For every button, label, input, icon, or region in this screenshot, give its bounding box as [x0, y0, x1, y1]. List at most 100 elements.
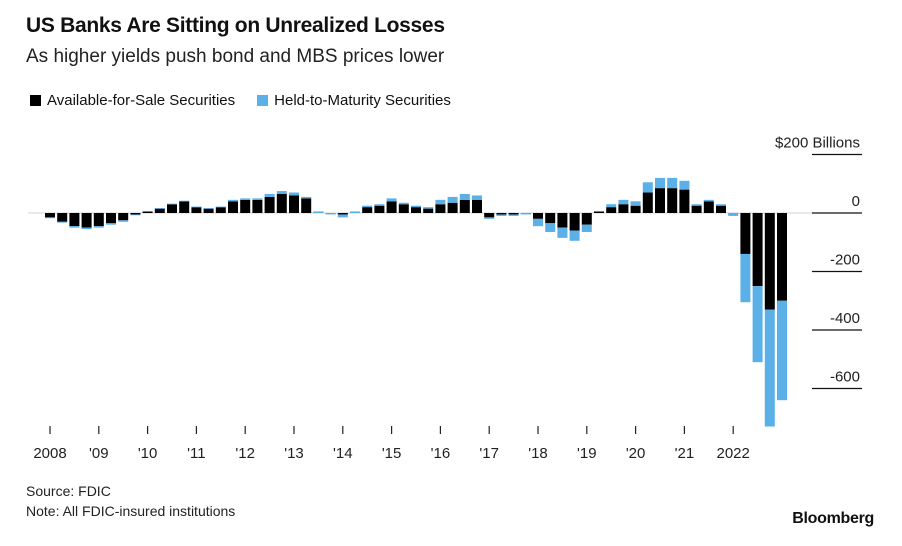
x-tick-label: '21 — [675, 445, 695, 462]
x-tick-label: '14 — [333, 445, 353, 462]
legend-swatch-afs — [30, 95, 41, 106]
bar-htm — [337, 214, 348, 218]
bar-htm — [459, 193, 470, 200]
bar-htm — [264, 193, 275, 197]
bar-afs — [679, 189, 690, 213]
x-tick-label: '20 — [626, 445, 646, 462]
bar-htm — [386, 198, 397, 202]
bar-htm — [557, 227, 568, 238]
bar-afs — [81, 213, 92, 228]
bar-htm — [276, 191, 287, 194]
x-tick-label: '13 — [284, 445, 304, 462]
bar-afs — [118, 213, 129, 221]
bar-htm — [594, 210, 604, 212]
bloomberg-logo: Bloomberg — [792, 510, 874, 527]
x-tick-label: '10 — [138, 445, 158, 462]
legend: Available-for-Sale Securities Held-to-Ma… — [30, 92, 473, 109]
bar-htm — [301, 196, 312, 199]
x-tick-label: 2022 — [717, 445, 750, 462]
bar-afs — [179, 201, 190, 213]
bar-afs — [276, 193, 287, 213]
bar-htm — [81, 227, 92, 230]
bar-htm — [215, 206, 226, 208]
x-axis: 2008 '09 '10 '11 '12 '13 '14 '15 '16 '17 '18 '19 '20… — [33, 426, 750, 462]
bar-htm — [313, 211, 324, 213]
bar-htm — [740, 253, 751, 303]
y-tick-label: -200 — [830, 252, 860, 269]
bar-htm — [435, 199, 446, 205]
bar-afs — [228, 201, 238, 213]
bar-afs — [252, 199, 263, 213]
bar-htm — [630, 201, 641, 206]
bar-htm — [569, 230, 580, 241]
bar-htm — [508, 214, 519, 216]
bar-afs — [337, 213, 348, 215]
bar-afs — [508, 213, 519, 215]
bar-afs — [301, 198, 312, 213]
x-tick-label: '16 — [431, 445, 451, 462]
x-tick-label: '19 — [577, 445, 597, 462]
bar-htm — [679, 180, 690, 190]
bar-afs — [411, 207, 421, 213]
bar-htm — [167, 203, 177, 205]
bar-htm — [289, 192, 299, 196]
bar-htm — [716, 204, 726, 206]
x-tick-label: '09 — [89, 445, 109, 462]
bar-htm — [703, 199, 714, 202]
bar-afs — [93, 213, 104, 227]
bar-afs — [240, 199, 251, 213]
bar-afs — [557, 213, 568, 228]
bar-htm — [228, 199, 238, 202]
bar-htm — [472, 195, 482, 200]
x-tick-label: '15 — [382, 445, 402, 462]
bar-htm — [728, 213, 739, 216]
bar-htm — [496, 214, 507, 216]
bar-htm — [545, 223, 556, 233]
bar-afs — [716, 205, 726, 213]
bar-htm — [362, 205, 373, 208]
bar-afs — [618, 204, 629, 213]
bar-htm — [179, 200, 190, 202]
legend-item-htm: Held-to-Maturity Securities — [257, 92, 451, 109]
bar-htm — [423, 207, 434, 209]
bar-afs — [533, 213, 543, 219]
bar-afs — [203, 208, 214, 213]
bar-afs — [167, 204, 177, 213]
y-tick-label: 0 — [852, 193, 860, 210]
bar-htm — [240, 198, 251, 200]
bar-htm — [691, 204, 702, 206]
bar-htm — [411, 205, 421, 208]
bar-afs — [606, 207, 617, 213]
bar-afs — [569, 213, 580, 231]
bar-afs — [545, 213, 556, 224]
bar-afs — [752, 213, 763, 287]
bar-afs — [472, 199, 482, 213]
bar-htm — [520, 213, 531, 215]
bar-afs — [459, 199, 470, 213]
bar-htm — [118, 220, 129, 222]
bar-afs — [691, 205, 702, 213]
bar-htm — [45, 217, 55, 219]
bars — [45, 177, 787, 427]
x-tick-label: '17 — [479, 445, 499, 462]
bar-afs — [264, 196, 275, 213]
bar-htm — [130, 214, 141, 216]
source-note: Source: FDIC — [26, 483, 111, 499]
x-tick-label: '18 — [528, 445, 548, 462]
bar-afs — [484, 213, 495, 218]
bar-afs — [581, 213, 592, 225]
legend-item-afs: Available-for-Sale Securities — [30, 92, 235, 109]
bar-afs — [215, 207, 226, 213]
x-tick-label: 2008 — [33, 445, 66, 462]
y-tick-label: -400 — [830, 310, 860, 327]
bar-htm — [106, 223, 116, 225]
bar-htm — [191, 206, 202, 208]
bar-htm — [667, 177, 678, 189]
x-tick-label: '12 — [235, 445, 255, 462]
bar-afs — [106, 213, 116, 224]
bar-afs — [57, 213, 68, 222]
bar-afs — [435, 204, 446, 213]
bar-htm — [252, 198, 263, 200]
x-tick-label: '11 — [187, 445, 205, 462]
bar-htm — [203, 208, 214, 209]
